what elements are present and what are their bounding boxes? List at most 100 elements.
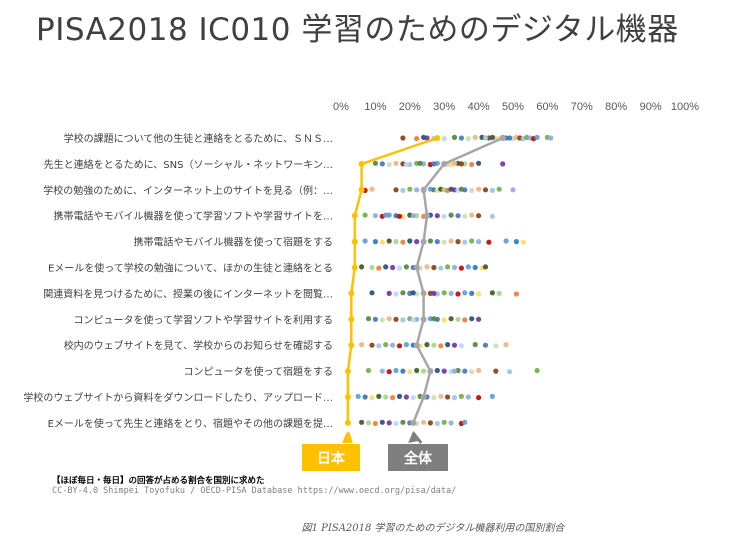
country-dot <box>431 264 437 271</box>
country-dot <box>451 264 458 271</box>
country-dot <box>393 239 399 245</box>
country-dot <box>438 393 444 399</box>
x-tick-label: 40% <box>468 101 490 113</box>
country-dot <box>482 187 489 193</box>
country-dot <box>372 316 378 322</box>
country-dot <box>507 369 513 375</box>
country-dot <box>369 264 375 271</box>
country-dot <box>355 393 361 399</box>
country-dot <box>448 316 454 322</box>
country-dot <box>462 290 468 296</box>
country-dot <box>455 291 461 297</box>
country-dot <box>503 238 509 244</box>
country-dot <box>548 135 554 141</box>
country-dot <box>376 265 382 271</box>
country-dot <box>451 134 458 140</box>
category-label: 携帯電話やモバイル機器を使って学習ソフトや学習サイトを… <box>54 210 334 223</box>
country-dot <box>400 419 406 425</box>
country-dot <box>469 238 475 244</box>
country-dot <box>393 187 399 193</box>
country-dot <box>372 213 378 219</box>
series-point <box>420 290 427 297</box>
country-dot <box>455 316 461 322</box>
x-tick-label: 0% <box>333 101 349 113</box>
series-point <box>420 394 427 400</box>
country-dot <box>486 239 492 245</box>
country-dot <box>396 393 403 399</box>
country-dot <box>476 186 482 192</box>
country-dot <box>390 342 396 348</box>
country-dot <box>441 239 447 245</box>
country-dot <box>403 342 409 348</box>
country-dot <box>410 213 416 219</box>
country-dot <box>472 134 478 140</box>
country-dot <box>451 342 458 348</box>
country-dot <box>379 419 385 425</box>
country-dot <box>393 316 399 322</box>
country-dot <box>396 213 403 219</box>
figure-caption: 図1 PISA2018 学習のためのデジタル機器利用の国別割合 <box>301 523 565 534</box>
country-dot <box>383 342 389 348</box>
country-dot <box>400 187 406 193</box>
country-dot <box>476 160 482 166</box>
country-dot <box>393 367 399 374</box>
category-label: 学校のウェブサイトから資料をダウンロードしたり、アップロード… <box>23 391 333 404</box>
country-dots <box>355 134 554 427</box>
country-dot <box>427 238 433 244</box>
x-tick-label: 80% <box>605 101 627 113</box>
callout-arrow-japan <box>341 430 353 443</box>
country-dot <box>493 368 499 374</box>
country-dot <box>379 239 385 245</box>
country-dot <box>496 186 502 192</box>
country-dot <box>407 238 413 244</box>
country-dot <box>489 290 495 296</box>
country-dot <box>362 394 368 400</box>
country-dot <box>513 239 520 245</box>
country-dot <box>489 134 495 140</box>
country-dot <box>469 187 475 193</box>
country-dot <box>396 343 403 349</box>
country-dot <box>386 238 392 244</box>
country-dot <box>362 238 368 244</box>
country-dot <box>403 264 409 270</box>
x-tick-label: 70% <box>571 101 593 113</box>
country-dot <box>431 161 437 167</box>
country-dot <box>438 265 444 271</box>
series-point <box>413 264 420 271</box>
country-dot <box>403 394 409 400</box>
country-dot <box>493 343 499 349</box>
series-point <box>348 342 355 349</box>
country-dot <box>410 317 416 323</box>
country-dot <box>455 239 461 245</box>
series-line-overall <box>412 136 504 424</box>
country-dot <box>383 264 389 270</box>
series-point <box>424 212 430 219</box>
country-dot <box>390 395 396 401</box>
x-tick-label: 30% <box>433 101 455 113</box>
country-dot <box>462 317 468 323</box>
country-dot <box>441 136 447 142</box>
country-dot <box>441 368 447 374</box>
country-dot <box>507 135 513 141</box>
country-dot <box>421 419 427 425</box>
country-dot <box>359 419 365 425</box>
series-point <box>410 419 417 426</box>
country-dot <box>472 342 478 348</box>
credit: CC-BY-4.0 Shimpei Toyofuku / OECD-PISA D… <box>52 486 457 496</box>
chart-title: PISA2018 IC010 学習のためのデジタル機器 <box>36 12 679 48</box>
series-point <box>441 160 448 167</box>
country-dot <box>393 420 399 427</box>
country-dot <box>410 395 416 401</box>
country-dot <box>359 342 365 348</box>
x-tick-label: 60% <box>536 101 558 113</box>
country-dot <box>482 135 489 141</box>
country-dot <box>407 369 413 375</box>
callouts: 日本 全体 <box>302 430 448 471</box>
category-label: Eメールを使って学校の勉強について、ほかの生徒と連絡をとる <box>48 262 333 275</box>
country-dot <box>434 213 440 219</box>
country-dot <box>482 342 489 348</box>
country-dot <box>434 367 440 374</box>
country-dot <box>458 135 464 141</box>
country-dot <box>421 368 427 374</box>
series-point <box>499 135 506 141</box>
